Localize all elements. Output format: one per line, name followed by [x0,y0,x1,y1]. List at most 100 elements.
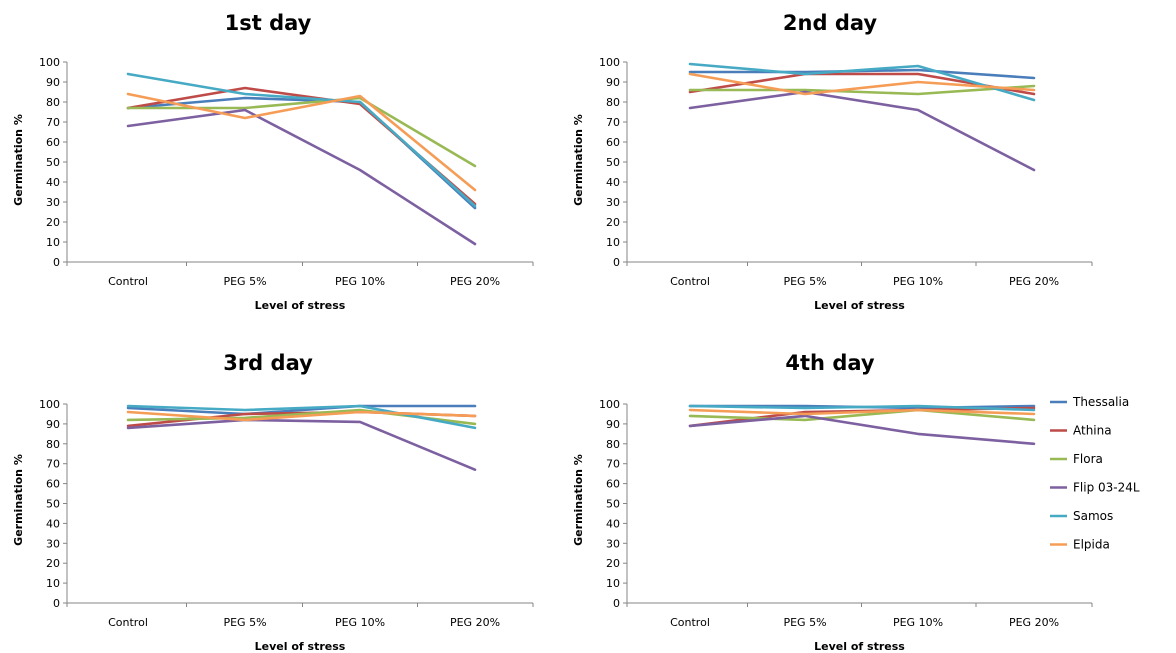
y-tick-label: 90 [606,418,620,431]
series-line-samos [688,404,1036,412]
x-tick-label: PEG 5% [223,275,266,288]
y-tick-label: 70 [606,116,620,129]
x-tick-label: PEG 20% [1009,616,1059,629]
y-tick-label: 90 [46,418,60,431]
x-tick-label: PEG 20% [1009,275,1059,288]
x-tick-label: PEG 5% [783,616,826,629]
y-tick-label: 30 [46,537,60,550]
legend-label: Elpida [1073,538,1110,552]
series-line-samos [126,404,477,430]
chart-title: 1st day [225,11,312,35]
y-axis-label: Germination % [12,454,25,546]
x-tick-label: Control [108,616,148,629]
x-axis-label: Level of stress [814,299,905,312]
y-tick-label: 20 [46,557,60,570]
y-tick-label: 70 [46,116,60,129]
x-tick-label: PEG 20% [450,616,500,629]
y-tick-label: 20 [606,557,620,570]
y-tick-label: 100 [599,56,620,69]
series-line-flora [688,408,1036,422]
series-line-elpida [688,408,1036,416]
y-tick-label: 80 [46,96,60,109]
series-line-samos [688,62,1036,102]
series-line-elpida [688,72,1036,96]
y-tick-label: 90 [606,76,620,89]
y-tick-label: 100 [39,56,60,69]
x-tick-label: PEG 10% [335,616,385,629]
y-tick-label: 80 [606,438,620,451]
x-axis-label: Level of stress [255,299,346,312]
y-tick-label: 30 [606,196,620,209]
chart-title: 2nd day [783,11,877,35]
y-tick-label: 40 [46,517,60,530]
y-tick-label: 40 [606,176,620,189]
y-tick-label: 90 [46,76,60,89]
y-tick-label: 10 [606,236,620,249]
series-line-flip-03-24l [126,108,477,246]
legend-label: Samos [1073,509,1113,523]
y-axis-label: Germination % [572,454,585,546]
legend-label: Thessalia [1072,395,1129,409]
x-tick-label: PEG 10% [893,616,943,629]
chart-panel-3: 3rd day Germination % Level of stress 0 10 20… [12,351,534,653]
series-line-elpida [126,410,477,422]
chart-panel-2: 2nd day Germination % Level of stress 0 10 20… [572,11,1093,312]
y-tick-label: 50 [606,498,620,511]
series-line-elpida [126,92,477,192]
chart-title: 4th day [785,351,874,375]
y-tick-label: 60 [606,478,620,491]
y-tick-label: 10 [46,236,60,249]
y-tick-label: 0 [613,256,620,269]
x-tick-label: Control [108,275,148,288]
legend-label: Flip 03-24L [1073,481,1140,495]
series-line-flip-03-24l [688,90,1036,172]
y-tick-label: 10 [606,577,620,590]
series-line-thessalia [126,96,477,210]
x-tick-label: PEG 20% [450,275,500,288]
y-tick-label: 30 [606,537,620,550]
legend-label: Athina [1073,424,1112,438]
y-tick-label: 60 [606,136,620,149]
series-line-flip-03-24l [688,414,1036,446]
chart-panel-1: 1st day Germination % Level of stress 0 10 20… [12,11,534,312]
series-line-samos [126,72,477,208]
y-tick-label: 100 [39,398,60,411]
chart-title: 3rd day [223,351,313,375]
y-tick-label: 50 [46,498,60,511]
x-tick-label: PEG 5% [223,616,266,629]
x-axis-label: Level of stress [255,640,346,653]
y-tick-label: 70 [46,458,60,471]
x-tick-label: PEG 5% [783,275,826,288]
series-line-flora [688,84,1036,96]
y-tick-label: 60 [46,136,60,149]
y-tick-label: 100 [599,398,620,411]
y-tick-label: 40 [46,176,60,189]
y-tick-label: 20 [606,216,620,229]
y-tick-label: 80 [606,96,620,109]
x-tick-label: PEG 10% [335,275,385,288]
series-line-flip-03-24l [126,418,477,472]
y-axis-label: Germination % [12,114,25,206]
series-line-thessalia [126,404,477,416]
y-tick-label: 80 [46,438,60,451]
x-tick-label: PEG 10% [893,275,943,288]
legend-label: Flora [1073,452,1103,466]
chart-panel-4: 4th day Germination % Level of stress 0 10 20… [572,351,1093,653]
y-axis-label: Germination % [572,114,585,206]
y-tick-label: 0 [53,256,60,269]
y-tick-label: 50 [606,156,620,169]
y-tick-label: 40 [606,517,620,530]
x-axis-label: Level of stress [814,640,905,653]
y-tick-label: 0 [613,597,620,610]
x-tick-label: Control [670,616,710,629]
y-tick-label: 20 [46,216,60,229]
y-tick-label: 70 [606,458,620,471]
y-tick-label: 10 [46,577,60,590]
y-tick-label: 0 [53,597,60,610]
series-line-flora [126,96,477,168]
x-tick-label: Control [670,275,710,288]
y-tick-label: 30 [46,196,60,209]
y-tick-label: 60 [46,478,60,491]
legend: Thessalia Athina Flora Flip 03-24L Samos Elpi… [1050,395,1140,552]
